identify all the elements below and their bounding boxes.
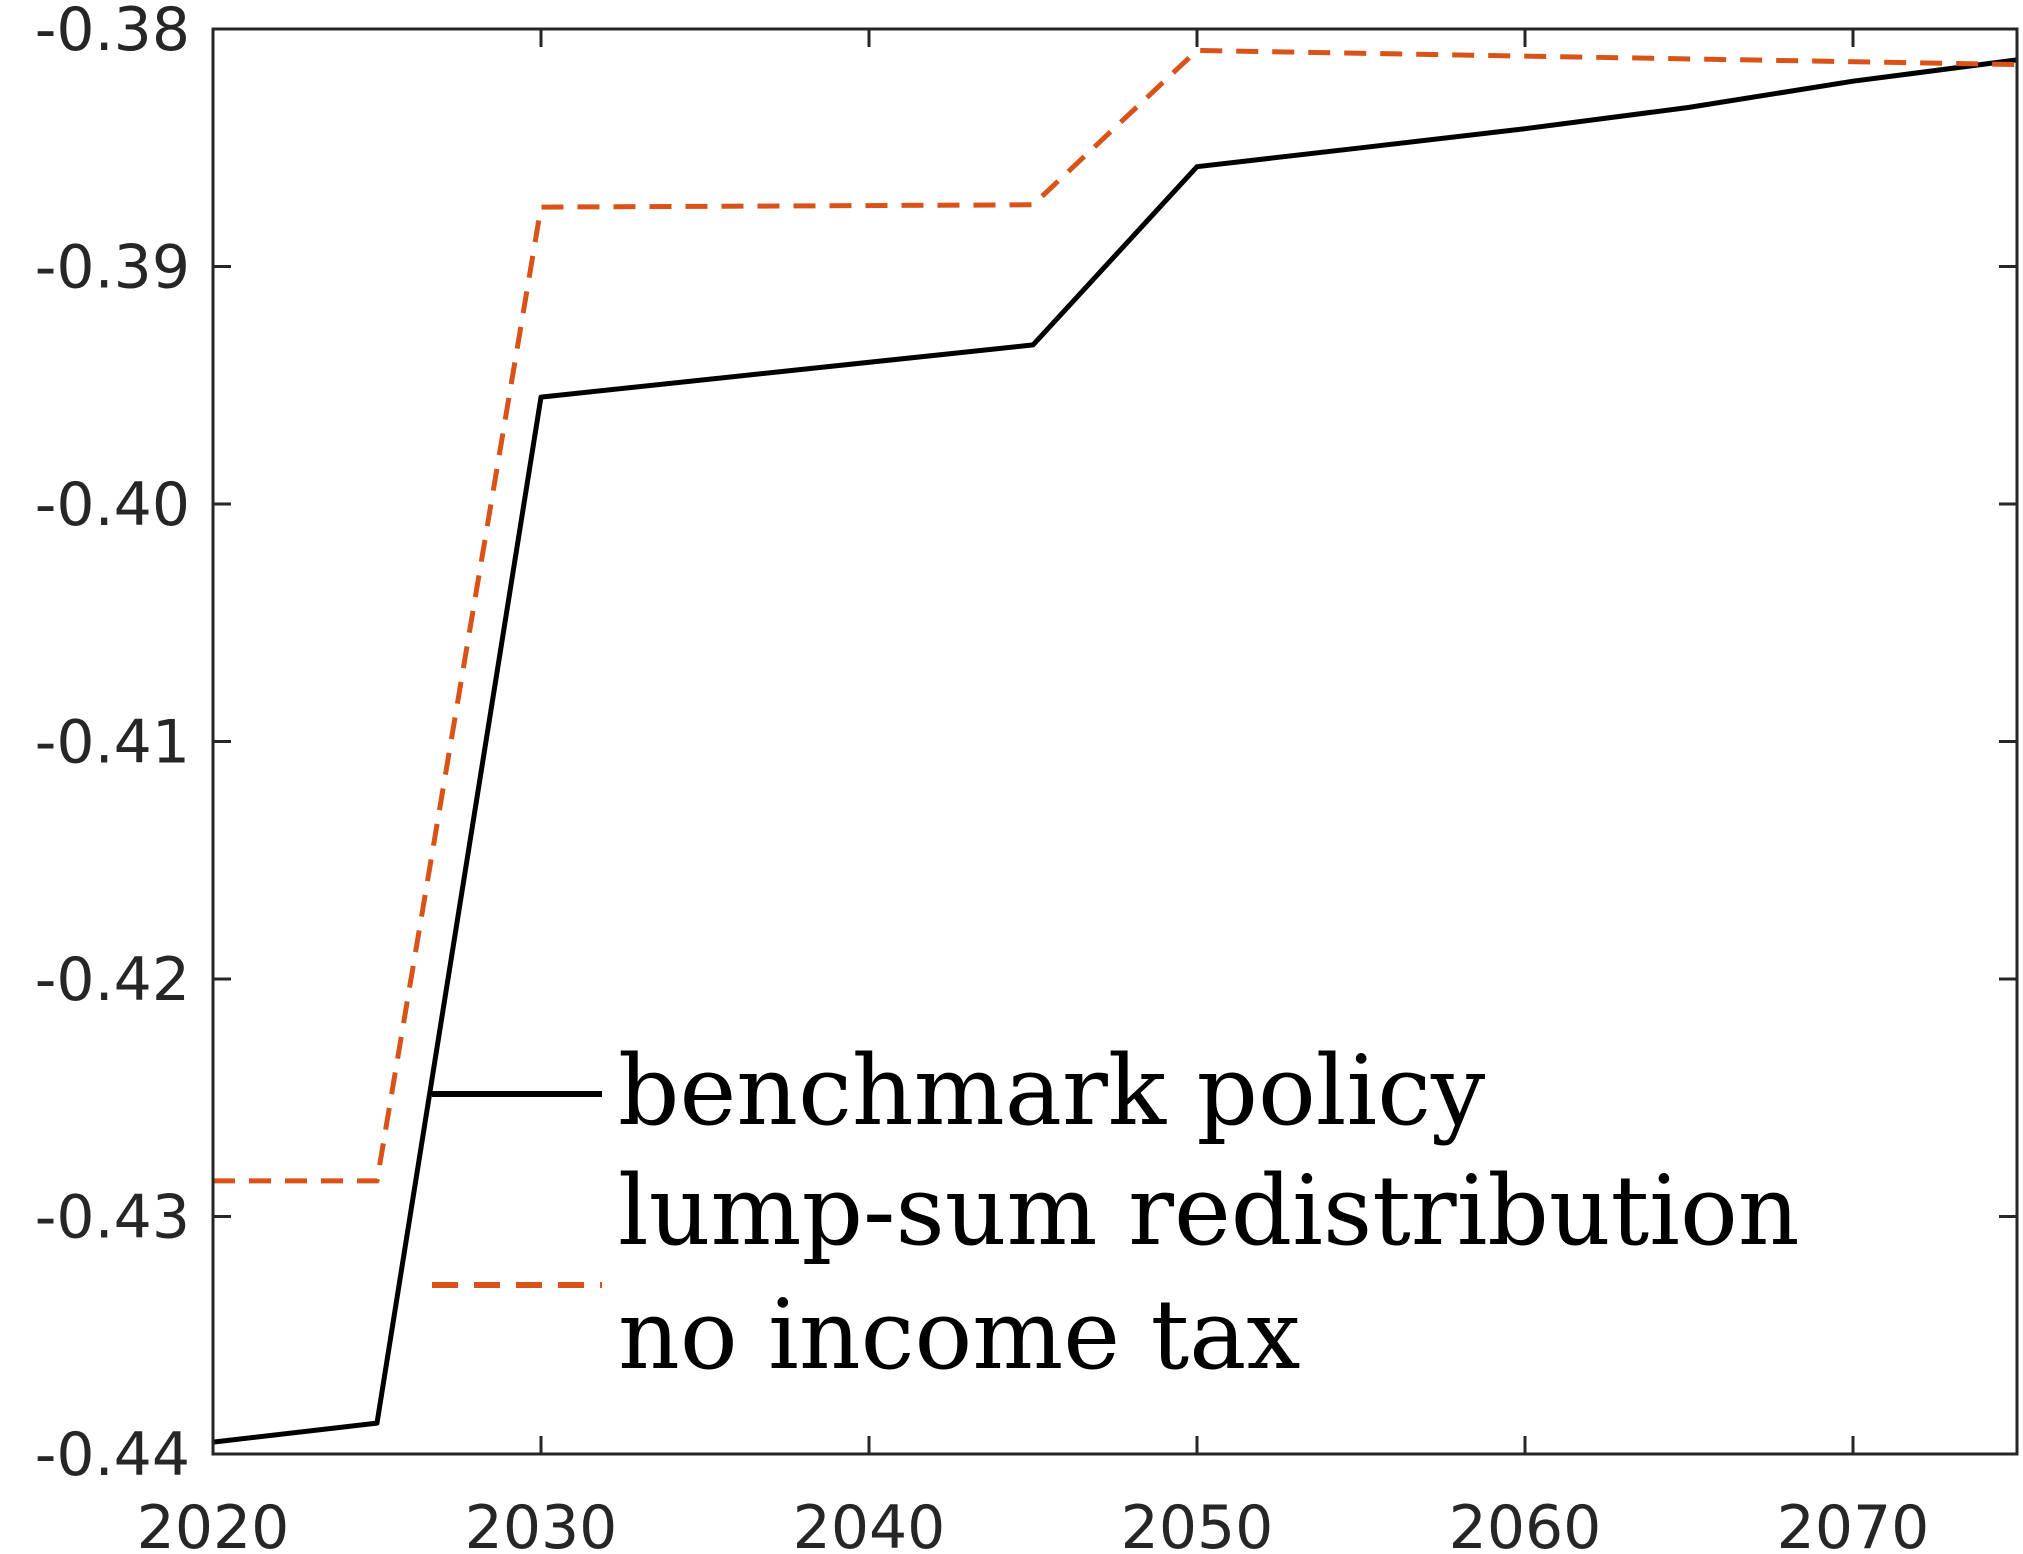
x-tick-label: 2020 [137,1493,290,1554]
y-tick-label: -0.39 [35,233,190,303]
x-tick-label: 2070 [1777,1493,1930,1554]
y-tick-label: -0.42 [35,945,190,1015]
legend-label-benchmark-policy: benchmark policy [618,1035,1485,1147]
y-axis-tick-labels: -0.44 -0.43 -0.42 -0.41 -0.40 -0.39 -0.38 [35,0,190,1490]
ticks-layer [211,27,2017,1456]
legend-label-no-income-tax: no income tax [618,1279,1301,1391]
x-tick-label: 2030 [465,1493,618,1554]
x-tick-label: 2050 [1121,1493,1274,1554]
series-line-benchmark-policy [212,57,2018,1445]
y-tick-label: -0.43 [35,1183,190,1253]
x-tick-label: 2060 [1449,1493,1602,1554]
legend-label-lump-sum-redistribution: lump-sum redistribution [618,1155,1800,1267]
x-tick-label: 2040 [793,1493,946,1554]
y-tick-label: -0.38 [35,0,190,65]
series-layer [212,47,2018,1445]
y-tick-label: -0.41 [35,708,190,778]
legend: benchmark policy lump-sum redistribution… [432,1035,1800,1391]
y-tick-label: -0.44 [35,1420,190,1490]
x-axis-tick-labels: 2020 2030 2040 2050 2060 2070 [137,1493,1930,1554]
y-tick-label: -0.40 [35,470,190,540]
